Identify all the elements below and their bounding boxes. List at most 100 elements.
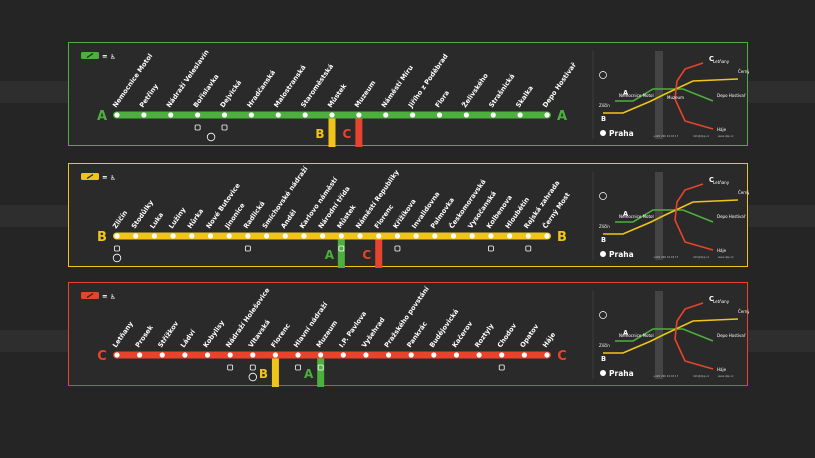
station-dot[interactable] <box>226 233 232 239</box>
station-dot[interactable] <box>463 112 469 118</box>
station-dot[interactable] <box>544 233 550 239</box>
station-dot[interactable] <box>436 112 443 118</box>
transfer-bar-c <box>355 115 363 147</box>
station-dot[interactable] <box>450 233 457 239</box>
station-label: Strašnická <box>487 72 516 109</box>
mini-network-map: Letňany Černý Most Depo Hostivař Háje Nemocn… <box>592 51 749 139</box>
station-dot[interactable] <box>114 233 120 239</box>
brand-logo-icon <box>600 251 606 257</box>
legend-equals: = <box>102 293 108 301</box>
station-dot[interactable] <box>137 352 143 358</box>
line-terminal-letter-right: B <box>557 230 567 245</box>
station-dot[interactable] <box>159 352 165 358</box>
station-label: Muzeum <box>315 319 339 349</box>
station-dot[interactable] <box>383 112 389 118</box>
station-dot[interactable] <box>517 112 523 118</box>
station-dot[interactable] <box>207 233 214 239</box>
station-dot[interactable] <box>189 233 195 239</box>
map-label-left1: Nemocnice Motol <box>619 214 654 219</box>
station-dot[interactable] <box>250 352 256 358</box>
station-label: Chodov <box>496 321 519 349</box>
station-dot[interactable] <box>170 233 176 239</box>
map-line-a <box>615 88 714 102</box>
bus-icon <box>295 364 301 371</box>
station-dot[interactable] <box>133 233 139 239</box>
station-dot[interactable] <box>394 233 401 239</box>
station-dot[interactable] <box>431 352 437 358</box>
station-dot[interactable] <box>544 352 550 358</box>
map-label-left1: Nemocnice Motol <box>619 333 654 338</box>
station-dot[interactable] <box>295 352 301 358</box>
no-entry-icon <box>86 53 94 58</box>
map-label-top: Letňany <box>713 180 730 185</box>
mini-network-map: Letňany Černý Most Depo Hostivař Háje Nemocn… <box>592 291 749 379</box>
station-dot[interactable] <box>204 352 211 358</box>
line-panel-b: = ♿ A C B B Zličín Stodůlky Luka Lužiny Hůrka Nové … <box>68 163 749 268</box>
map-line-c <box>674 62 714 130</box>
map-line-c <box>674 183 714 251</box>
station-dot[interactable] <box>141 112 147 118</box>
contact-email: info@dpp.cz <box>693 134 710 138</box>
station-dot[interactable] <box>114 352 120 358</box>
station-dot[interactable] <box>114 112 120 118</box>
station-dot[interactable] <box>476 352 482 358</box>
station-dot[interactable] <box>282 233 288 239</box>
station-label: Lužiny <box>167 205 188 230</box>
station-dot[interactable] <box>168 112 174 118</box>
station-dot[interactable] <box>507 233 513 239</box>
airport-icon <box>206 132 216 142</box>
station-dot[interactable] <box>490 112 496 118</box>
station-dot[interactable] <box>432 233 438 239</box>
brand-logo-icon <box>600 130 606 136</box>
line-terminal-letter-left: A <box>97 109 107 124</box>
station-label: Opatov <box>518 322 540 349</box>
station-label: Flora <box>434 89 451 109</box>
map-label-right2: Depo Hostivař <box>717 214 746 219</box>
brand-name: Praha <box>609 369 634 378</box>
bus-icon <box>194 124 201 131</box>
station-dot[interactable] <box>182 352 188 358</box>
station-dot[interactable] <box>248 112 254 118</box>
station-dot[interactable] <box>221 112 228 118</box>
station-dot[interactable] <box>302 112 308 118</box>
contact-phone: +420 296 19 18 17 <box>653 374 679 378</box>
station-dot[interactable] <box>245 233 251 239</box>
station-dot[interactable] <box>272 352 279 358</box>
station-dot[interactable] <box>376 233 382 239</box>
station-dot[interactable] <box>357 233 363 239</box>
station-label: Muzeum <box>353 79 377 109</box>
airport-icon <box>599 71 607 79</box>
contact-web: www.dpp.cz <box>718 255 734 259</box>
bus-icon <box>227 364 234 371</box>
station-dot[interactable] <box>469 233 475 239</box>
station-dot[interactable] <box>363 352 369 358</box>
station-dot[interactable] <box>544 112 550 118</box>
station-dot[interactable] <box>301 233 307 239</box>
station-label: Skalka <box>514 84 535 109</box>
station-dot[interactable] <box>521 352 527 358</box>
station-dot[interactable] <box>318 352 324 358</box>
station-dot[interactable] <box>356 112 362 118</box>
station-dot[interactable] <box>275 112 281 118</box>
station-dot[interactable] <box>320 233 326 239</box>
map-letter-a: A <box>623 210 629 218</box>
station-dot[interactable] <box>329 112 335 118</box>
station-dot[interactable] <box>151 233 157 239</box>
station-dot[interactable] <box>385 352 392 358</box>
station-dot[interactable] <box>453 352 460 358</box>
map-letter-a: A <box>623 89 629 97</box>
station-dot[interactable] <box>413 233 419 239</box>
station-dot[interactable] <box>227 352 233 358</box>
station-dot[interactable] <box>499 352 505 358</box>
station-dot[interactable] <box>195 112 201 118</box>
station-dot[interactable] <box>408 352 414 358</box>
station-dot[interactable] <box>263 233 270 239</box>
station-dot[interactable] <box>525 233 531 239</box>
station-dot[interactable] <box>338 233 344 239</box>
map-line-a <box>615 209 714 223</box>
station-dot[interactable] <box>340 352 346 358</box>
no-entry-icon <box>86 293 94 298</box>
station-dot[interactable] <box>410 112 416 118</box>
station-dot[interactable] <box>488 233 494 239</box>
map-label-left2: Zličín <box>599 343 610 348</box>
